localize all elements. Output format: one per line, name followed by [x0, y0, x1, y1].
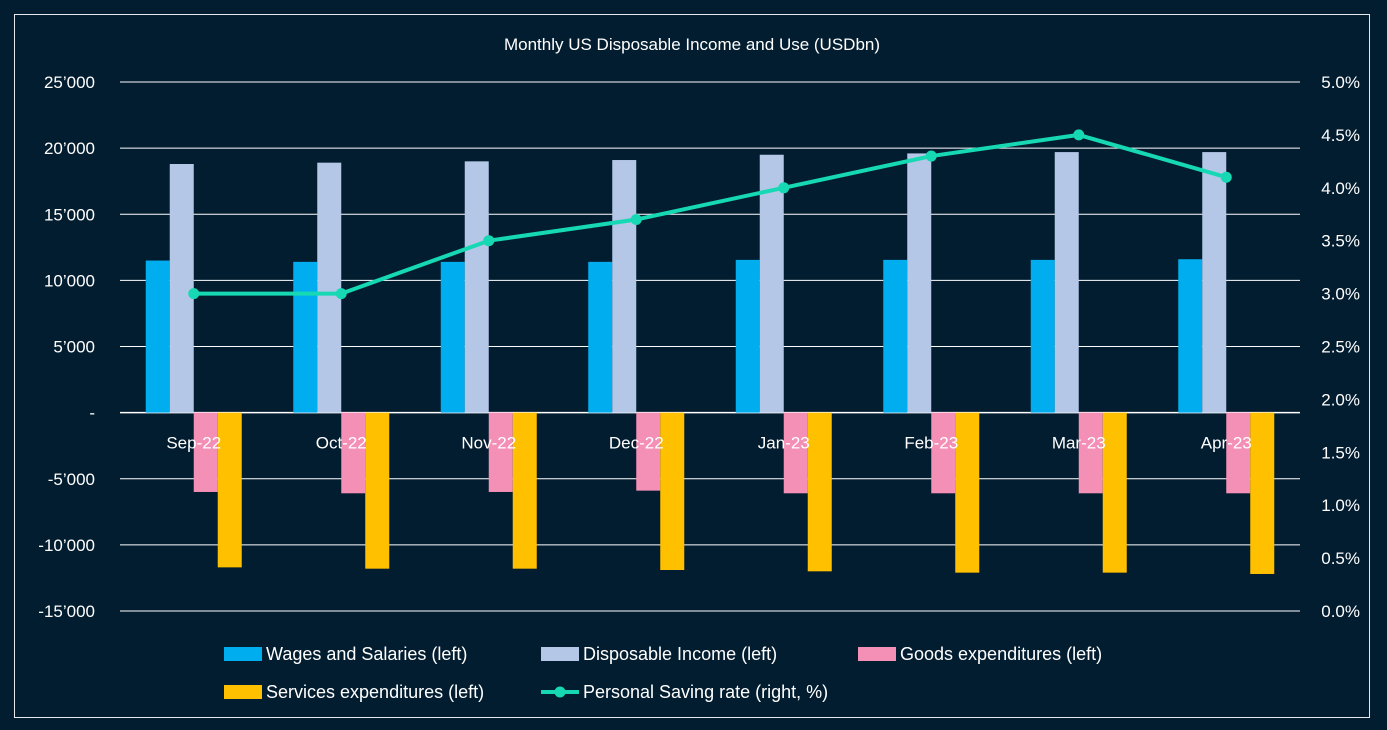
bar-services-expenditures: [1102, 412, 1127, 573]
legend-swatch: [224, 647, 262, 661]
left-tick-label: 15’000: [44, 205, 95, 224]
bar-wages-and-salaries: [1030, 259, 1055, 413]
bars: [145, 152, 1275, 574]
left-axis: 25’000 20’000 15’000 10’000 5’000 - -5’000 -10’…: [38, 73, 95, 621]
bar-services-expenditures: [660, 412, 685, 571]
bar-goods-expenditures: [1226, 412, 1251, 494]
right-tick-label: 0.5%: [1321, 549, 1360, 568]
right-tick-label: 2.0%: [1321, 390, 1360, 409]
bar-wages-and-salaries: [440, 261, 465, 413]
left-tick-label: -: [89, 404, 95, 423]
legend-item: Goods expenditures (left): [858, 644, 1102, 664]
right-axis: 5.0% 4.5% 4.0% 3.5% 3.0% 2.5% 2.0% 1.5% 1.0% 0.5%…: [1321, 73, 1360, 621]
x-axis-labels: Sep-22 Oct-22 Nov-22 Dec-22 Jan-23 Feb-23 Mar-…: [166, 434, 1251, 453]
right-tick-label: 1.0%: [1321, 496, 1360, 515]
legend-item: Personal Saving rate (right, %): [541, 682, 828, 702]
bar-services-expenditures: [1250, 412, 1275, 574]
saving-rate-line: [188, 129, 1232, 300]
bar-disposable-income: [1054, 152, 1079, 413]
left-tick-label: -5’000: [48, 470, 95, 489]
right-tick-label: 5.0%: [1321, 73, 1360, 92]
x-tick-label: Oct-22: [316, 434, 367, 453]
chart-title: Monthly US Disposable Income and Use (US…: [504, 35, 880, 54]
legend-item: Services expenditures (left): [224, 682, 484, 702]
legend-item: Disposable Income (left): [541, 644, 777, 664]
saving-rate-point: [188, 288, 200, 300]
saving-rate-point: [335, 288, 347, 300]
left-tick-label: 5’000: [53, 338, 95, 357]
bar-goods-expenditures: [931, 412, 956, 494]
bar-disposable-income: [612, 160, 637, 413]
bar-disposable-income: [169, 163, 194, 413]
bar-services-expenditures: [365, 412, 390, 569]
legend-label: Wages and Salaries (left): [266, 644, 467, 664]
right-tick-label: 3.5%: [1321, 232, 1360, 251]
left-tick-label: 25’000: [44, 73, 95, 92]
x-tick-label: Mar-23: [1052, 434, 1106, 453]
x-tick-label: Nov-22: [461, 434, 516, 453]
legend-swatch: [858, 647, 896, 661]
bar-wages-and-salaries: [588, 261, 613, 413]
bar-services-expenditures: [955, 412, 980, 573]
legend-swatch: [224, 685, 262, 699]
right-tick-label: 4.0%: [1321, 179, 1360, 198]
right-tick-label: 3.0%: [1321, 285, 1360, 304]
bar-disposable-income: [759, 154, 784, 413]
bar-disposable-income: [464, 161, 489, 413]
left-tick-label: 20’000: [44, 139, 95, 158]
x-tick-label: Feb-23: [904, 434, 958, 453]
bar-wages-and-salaries: [735, 259, 760, 413]
right-tick-label: 2.5%: [1321, 338, 1360, 357]
chart-frame: [14, 14, 1370, 718]
bar-disposable-income: [317, 162, 342, 413]
legend: Wages and Salaries (left) Disposable Inco…: [224, 644, 1102, 702]
bar-wages-and-salaries: [883, 259, 908, 413]
legend-label: Goods expenditures (left): [900, 644, 1102, 664]
bar-goods-expenditures: [193, 412, 218, 492]
legend-swatch: [541, 647, 579, 661]
bar-goods-expenditures: [636, 412, 661, 491]
legend-label: Services expenditures (left): [266, 682, 484, 702]
left-tick-label: -15’000: [38, 602, 95, 621]
saving-rate-point: [1220, 171, 1232, 183]
bar-goods-expenditures: [488, 412, 513, 492]
saving-rate-point: [925, 150, 937, 162]
bar-wages-and-salaries: [1178, 259, 1203, 413]
bar-services-expenditures: [807, 412, 832, 572]
right-tick-label: 1.5%: [1321, 443, 1360, 462]
left-tick-label: -10’000: [38, 536, 95, 555]
saving-rate-point: [630, 214, 642, 226]
bar-services-expenditures: [512, 412, 537, 569]
legend-marker: [554, 686, 566, 698]
saving-rate-polyline: [193, 132, 1227, 296]
bar-wages-and-salaries: [145, 260, 170, 413]
x-tick-label: Apr-23: [1201, 434, 1252, 453]
x-tick-label: Jan-23: [758, 434, 810, 453]
bar-goods-expenditures: [341, 412, 366, 494]
saving-rate-point: [1073, 129, 1085, 141]
bar-goods-expenditures: [1078, 412, 1103, 494]
saving-rate-point: [778, 182, 790, 194]
right-tick-label: 4.5%: [1321, 126, 1360, 145]
bar-wages-and-salaries: [293, 261, 318, 413]
bar-disposable-income: [907, 153, 932, 413]
x-tick-label: Dec-22: [609, 434, 664, 453]
legend-item: Wages and Salaries (left): [224, 644, 467, 664]
left-tick-label: 10’000: [44, 271, 95, 290]
legend-label: Disposable Income (left): [583, 644, 777, 664]
bar-goods-expenditures: [783, 412, 808, 494]
right-tick-label: 0.0%: [1321, 602, 1360, 621]
saving-rate-point: [483, 235, 495, 247]
bar-disposable-income: [1202, 152, 1227, 413]
bar-services-expenditures: [217, 412, 242, 568]
x-tick-label: Sep-22: [166, 434, 221, 453]
legend-label: Personal Saving rate (right, %): [583, 682, 828, 702]
